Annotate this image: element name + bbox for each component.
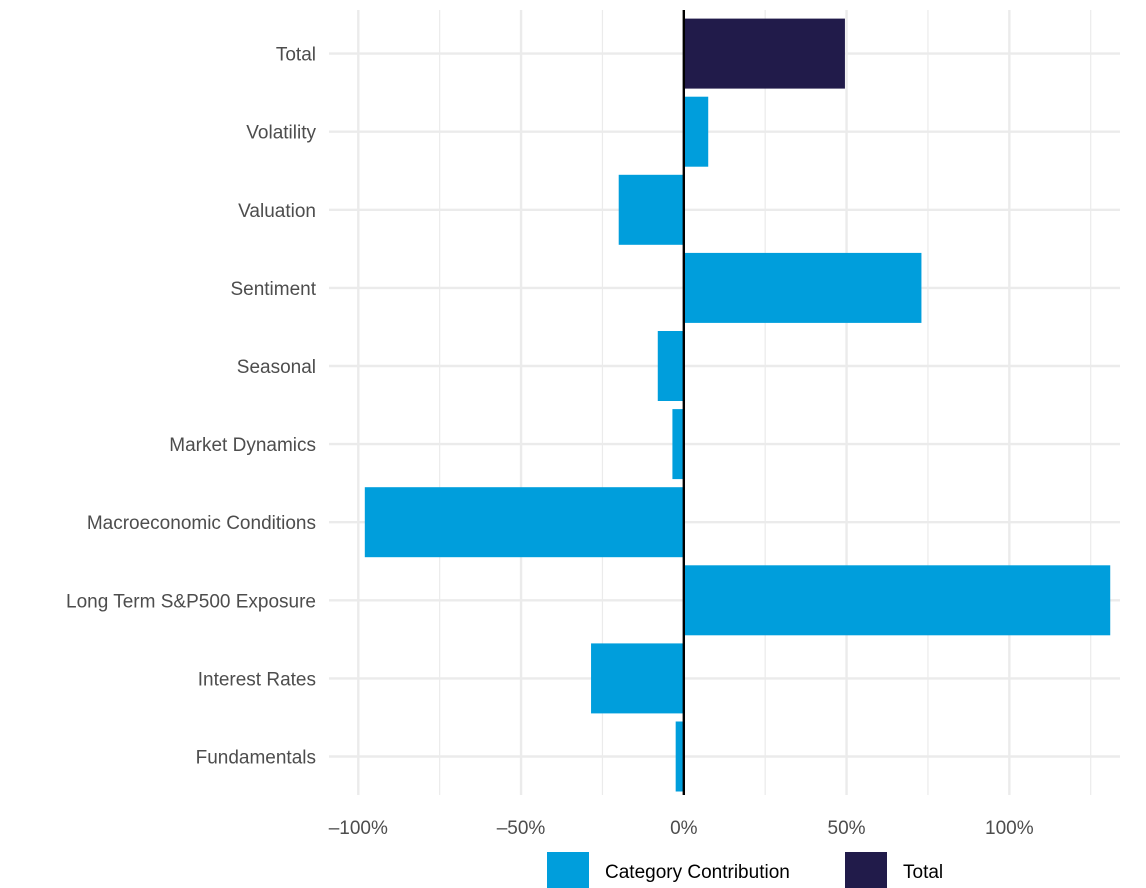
bar-macroeconomic-conditions [364,487,684,558]
bar-total [683,18,845,89]
category-label: Volatility [246,123,316,144]
category-label: Seasonal [237,357,316,378]
x-tick-label: –100% [329,818,388,839]
bar-valuation [618,174,684,245]
x-tick-label: –50% [497,818,546,839]
bar-seasonal [657,331,684,401]
category-label: Interest Rates [198,669,316,690]
bar-volatility [683,96,709,167]
x-tick-label: 50% [828,818,866,839]
bar-long-term-s-p500-exposure [683,565,1111,636]
legend-label: Category Contribution [605,862,790,883]
x-axis-tick-labels: –100% –50% 0% 50% 100% [329,818,1034,839]
category-label: Fundamentals [196,748,316,769]
category-label: Long Term S&P500 Exposure [66,591,316,612]
category-label: Sentiment [230,279,316,300]
legend-swatch [547,852,589,888]
legend-swatch [845,852,887,888]
category-label: Valuation [238,201,316,222]
bar-fundamentals [675,721,684,792]
x-tick-label: 100% [985,818,1034,839]
category-label: Market Dynamics [169,435,316,456]
legend-label: Total [903,862,943,883]
bars-layer [364,18,1111,792]
category-labels: Fundamentals Interest Rates Long Term S&P5… [66,45,317,769]
grid-layer [329,10,1120,795]
category-label: Macroeconomic Conditions [87,513,316,534]
bar-sentiment [683,252,922,323]
bar-interest-rates [591,643,684,714]
x-tick-label: 0% [670,818,698,839]
category-label: Total [276,45,316,66]
bar-market-dynamics [672,409,684,480]
legend: Category Contribution Total [547,852,943,888]
